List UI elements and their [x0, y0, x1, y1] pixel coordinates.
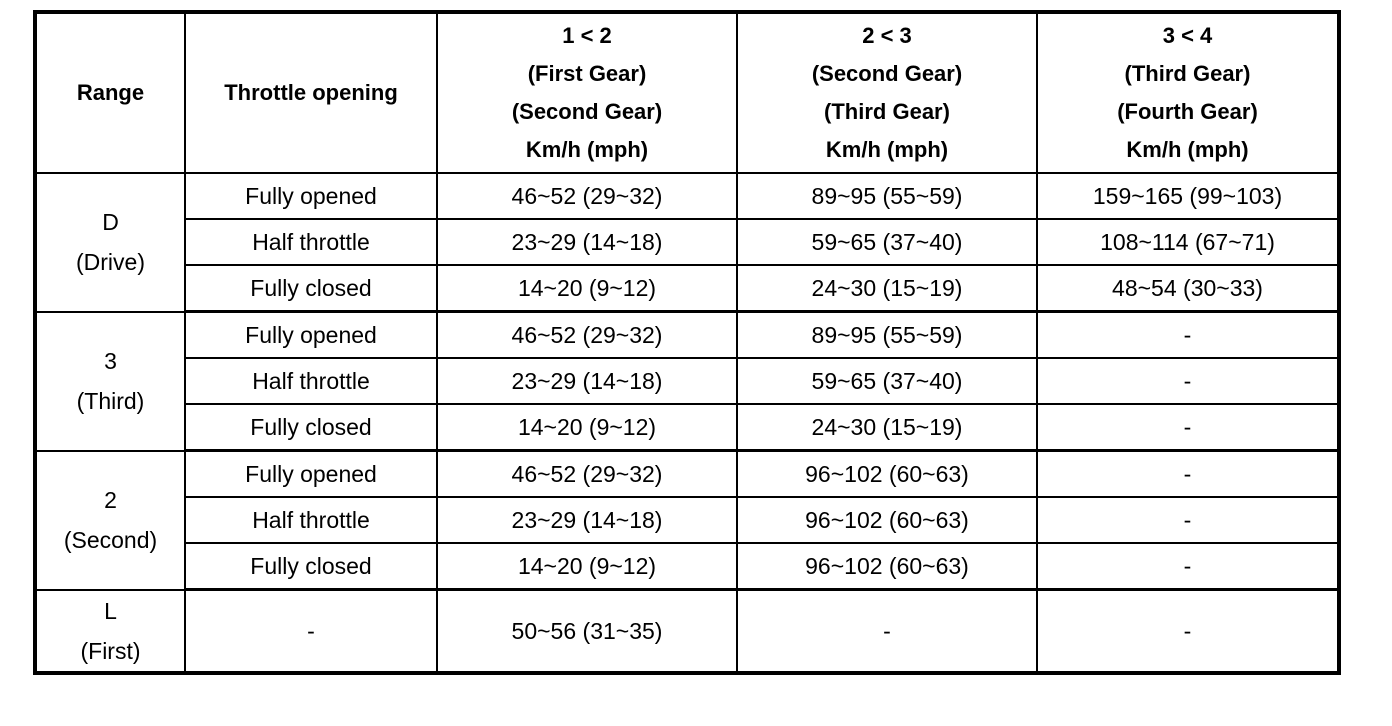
header-line: Throttle opening — [224, 80, 398, 105]
data-cell: 59~65 (37~40) — [736, 357, 1038, 405]
data-cell: 59~65 (37~40) — [736, 218, 1038, 266]
header-line: (Third Gear) — [824, 99, 950, 124]
data-cell: Half throttle — [184, 357, 438, 405]
data-row: Fully closed 14~20 (9~12) 96~102 (60~63) - — [35, 542, 1340, 591]
range-line: 3 — [104, 348, 117, 374]
header-cell: 3 < 4 (Third Gear) (Fourth Gear) Km/h (mph) — [1036, 11, 1340, 174]
data-cell: - — [1036, 449, 1340, 498]
range-line: D — [102, 209, 119, 236]
data-cell: Fully opened — [184, 172, 438, 220]
header-line: (First Gear) — [527, 61, 647, 86]
header-line: 2 < 3 — [862, 23, 912, 48]
data-cell: 96~102 (60~63) — [736, 449, 1038, 498]
range-cell: 2 (Second) — [34, 449, 186, 591]
data-cell: Half throttle — [184, 496, 438, 544]
data-cell: 89~95 (55~59) — [736, 310, 1038, 359]
table-header: Range Throttle opening 1 < 2 (First Gear) (S… — [34, 11, 1340, 174]
header-line: Range — [76, 80, 145, 105]
data-cell: - — [1036, 496, 1340, 544]
data-cell: 14~20 (9~12) — [436, 542, 738, 591]
header-line: Km/h (mph) — [1126, 137, 1249, 162]
table-body: D (Drive) Fully opened 46~52 (29~32) 89~95 (… — [34, 172, 1340, 675]
data-cell: - — [1036, 588, 1340, 675]
data-cell: 24~30 (15~19) — [736, 264, 1038, 313]
data-cell: 14~20 (9~12) — [436, 403, 738, 452]
data-cell: 108~114 (67~71) — [1036, 218, 1340, 266]
range-line: L — [104, 597, 117, 624]
data-row: Half throttle 23~29 (14~18) 59~65 (37~40) - — [35, 357, 1340, 405]
data-cell: Fully opened — [184, 310, 438, 359]
data-cell: 96~102 (60~63) — [736, 496, 1038, 544]
data-row: Fully closed 14~20 (9~12) 24~30 (15~19) 48~… — [35, 264, 1340, 313]
header-cell: 2 < 3 (Second Gear) (Third Gear) Km/h (mph) — [736, 11, 1038, 174]
range-line: 2 — [104, 487, 117, 513]
data-cell: Half throttle — [184, 218, 438, 266]
header-cell: 1 < 2 (First Gear) (Second Gear) Km/h (mph) — [436, 11, 738, 174]
data-cell: 48~54 (30~33) — [1036, 264, 1340, 313]
range-cell: D (Drive) — [34, 172, 186, 313]
header-line: (Fourth Gear) — [1117, 99, 1258, 124]
data-row: D (Drive) Fully opened 46~52 (29~32) 89~95 (… — [34, 172, 1340, 313]
data-cell: 89~95 (55~59) — [736, 172, 1038, 220]
header-line: (Third Gear) — [1124, 61, 1251, 86]
data-cell: 46~52 (29~32) — [436, 172, 738, 220]
header-line: Km/h (mph) — [825, 137, 949, 162]
header-line: 3 < 4 — [1162, 23, 1213, 48]
data-cell: - — [1036, 403, 1340, 452]
data-cell: Fully closed — [184, 542, 438, 591]
header-cell: Throttle opening — [184, 11, 438, 174]
data-cell: 46~52 (29~32) — [436, 310, 738, 359]
header-cell: Range — [34, 11, 186, 174]
data-cell: 24~30 (15~19) — [736, 403, 1038, 452]
data-cell: Fully closed — [184, 264, 438, 313]
data-cell: 46~52 (29~32) — [436, 449, 738, 498]
data-row: 2 (Second) Fully opened 46~52 (29~32) 96~102… — [34, 449, 1340, 591]
data-row: Fully closed 14~20 (9~12) 24~30 (15~19) - — [35, 403, 1340, 452]
range-line: (Third) — [76, 388, 145, 414]
range-cell: L (First) — [34, 588, 186, 675]
data-row: L (First) -50~56 (31~35) - - — [34, 588, 1340, 675]
data-cell: - — [1036, 310, 1340, 359]
data-row: Half throttle 23~29 (14~18) 59~65 (37~40) 1… — [35, 218, 1340, 266]
range-line: (Drive) — [76, 249, 145, 276]
data-cell: - — [736, 588, 1038, 675]
range-cell: 3 (Third) — [34, 310, 186, 452]
data-cell: 23~29 (14~18) — [436, 357, 738, 405]
data-cell: 23~29 (14~18) — [436, 496, 738, 544]
data-row: Half throttle 23~29 (14~18) 96~102 (60~63)… — [35, 496, 1340, 544]
data-cell: - — [184, 588, 438, 675]
data-cell: - — [1036, 357, 1340, 405]
data-cell: Fully opened — [184, 449, 438, 498]
range-line: (Second) — [63, 527, 158, 553]
data-row: 3 (Third) Fully opened 46~52 (29~32) 89~95 (… — [34, 310, 1340, 452]
data-cell: 23~29 (14~18) — [436, 218, 738, 266]
data-cell: 50~56 (31~35) — [436, 588, 738, 675]
header-row: Range Throttle opening 1 < 2 (First Gear) (S… — [34, 11, 1340, 174]
data-cell: Fully closed — [184, 403, 438, 452]
header-line: (Second Gear) — [811, 61, 963, 86]
range-line: (First) — [80, 637, 141, 664]
header-line: (Second Gear) — [511, 99, 663, 124]
data-cell: 14~20 (9~12) — [436, 264, 738, 313]
data-cell: - — [1036, 542, 1340, 591]
header-line: 1 < 2 — [562, 23, 612, 48]
shift-speed-table: Range Throttle opening 1 < 2 (First Gear) (S… — [33, 10, 1341, 675]
header-line: Km/h (mph) — [525, 137, 649, 162]
data-cell: 159~165 (99~103) — [1036, 172, 1340, 220]
data-cell: 96~102 (60~63) — [736, 542, 1038, 591]
